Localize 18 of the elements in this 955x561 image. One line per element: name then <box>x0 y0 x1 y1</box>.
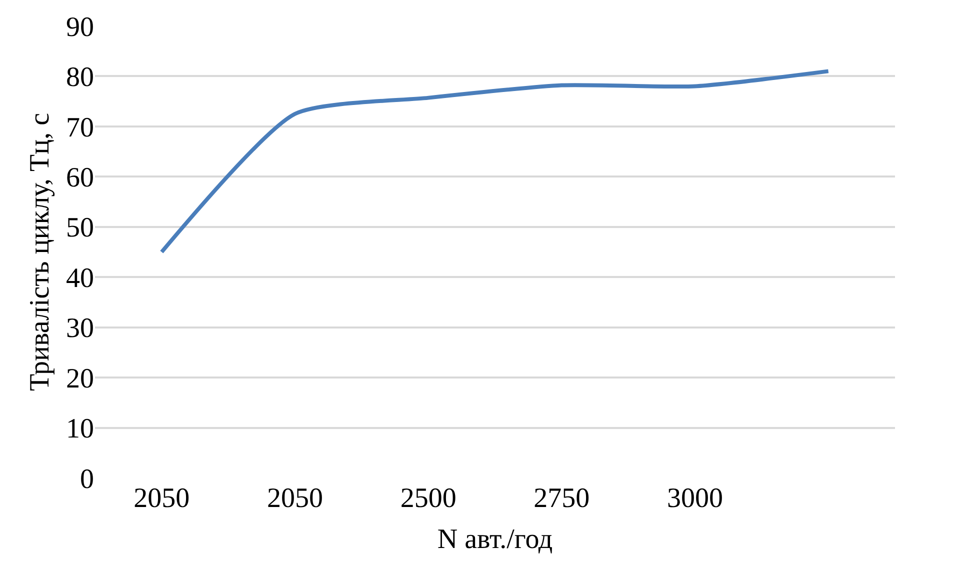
y-tick-label: 50 <box>66 212 94 244</box>
x-tick-label: 2750 <box>534 483 590 514</box>
x-tick-label: 2050 <box>267 483 323 514</box>
y-tick-label: 80 <box>66 62 94 94</box>
x-tick-label: 3000 <box>667 483 723 514</box>
y-tick-label: 60 <box>66 162 94 194</box>
y-tick-label: 10 <box>66 414 94 445</box>
x-tick-label: 2500 <box>400 483 456 514</box>
y-tick-label: 40 <box>66 262 94 294</box>
x-tick-label: 2050 <box>134 483 190 514</box>
line-series <box>160 69 830 254</box>
y-tick-label: 70 <box>66 112 94 144</box>
y-tick-label: 90 <box>66 12 94 43</box>
y-tick-label: 0 <box>80 464 94 495</box>
y-tick-label: 20 <box>66 363 94 394</box>
y-tick-label: 30 <box>66 313 94 344</box>
y-axis-title: Тривалість циклу, Тц, с <box>24 113 56 391</box>
x-axis-title: N авт./год <box>437 524 553 556</box>
